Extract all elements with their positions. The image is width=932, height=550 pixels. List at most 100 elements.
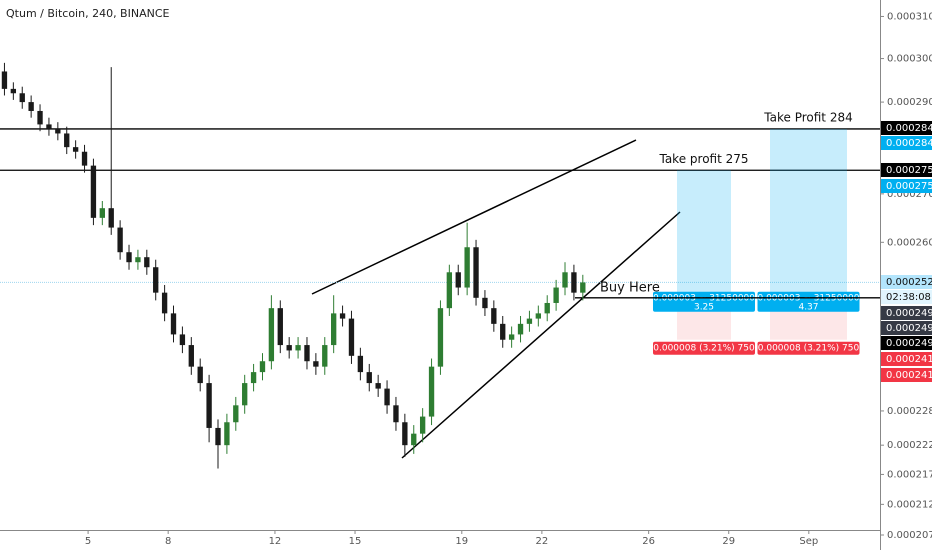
candle-body [339, 313, 346, 319]
candle-body [55, 128, 61, 134]
candle-body [411, 433, 417, 446]
candle-body [517, 323, 524, 335]
stop-label: 0.000008 (3.21%) 750 [653, 344, 755, 354]
stop-label: 0.000008 (3.21%) 750 [758, 344, 860, 354]
price-badge-label: 0.000252 [886, 277, 932, 288]
x-tick-label: 5 [85, 536, 91, 547]
candle-body [562, 272, 568, 288]
y-tick-label: 0.000260 [887, 237, 932, 248]
candle-body [428, 366, 435, 417]
ratio-label: 4.37 [798, 302, 818, 312]
x-tick-label: 8 [165, 536, 171, 547]
y-tick-label: 0.000270 [887, 189, 932, 200]
price-badge [881, 368, 932, 382]
candle-body [446, 272, 453, 309]
y-tick-label: 0.000212 [887, 499, 932, 510]
ratio-label: 3.25 [694, 302, 714, 312]
candle-body [313, 361, 319, 367]
y-tick-label: 0.000222 [887, 440, 932, 451]
buy-label: Buy Here [600, 280, 660, 295]
price-badge [881, 321, 932, 335]
y-tick-label: 0.000228 [887, 406, 932, 417]
candle-body [179, 334, 186, 346]
candle-body [108, 208, 114, 228]
candle-body [500, 323, 506, 340]
target-zone [677, 170, 731, 298]
candle-body [464, 247, 470, 288]
price-badge [881, 352, 932, 366]
price-badge [881, 163, 932, 177]
price-badge [881, 306, 932, 320]
target-zone [770, 128, 847, 298]
candle-body [304, 345, 310, 362]
candle-body [508, 334, 515, 340]
candle-body [188, 345, 194, 367]
candle-body [455, 272, 461, 288]
candle-body [215, 427, 221, 446]
candle-body [384, 388, 390, 406]
candle-body [322, 345, 328, 367]
candle-body [81, 151, 88, 166]
candle-body [170, 313, 177, 335]
y-tick-label: 0.000290 [887, 97, 932, 108]
candle-body [224, 422, 230, 446]
price-badge [881, 121, 932, 135]
candle-body [491, 308, 497, 324]
candle-body [375, 383, 381, 389]
y-tick-label: 0.000217 [887, 469, 932, 480]
candle-body [72, 147, 79, 152]
target-label: Take Profit 284 [763, 110, 852, 124]
price-badge [881, 136, 932, 150]
y-tick-label: 0.000207 [887, 530, 932, 541]
candle-body [331, 313, 337, 346]
candle-body [393, 405, 399, 423]
x-tick-label: Sep [799, 536, 818, 547]
entry-badge [757, 291, 860, 312]
candle-body [277, 308, 283, 346]
candle-body [366, 372, 372, 384]
price-badge-label: 02:38:08 [886, 292, 931, 303]
candle-body [544, 302, 550, 314]
price-badge-label: 0.000249 [886, 308, 932, 319]
candle-body [1, 71, 8, 89]
candle-body [206, 383, 212, 428]
candle-body [553, 287, 559, 303]
candle-body [250, 372, 257, 384]
trend-line [401, 211, 681, 459]
candle-body [286, 345, 292, 351]
candle-body [46, 124, 52, 129]
y-tick-label: 0.000300 [887, 54, 932, 65]
y-tick-label: 0.000310 [887, 11, 932, 22]
candle-body [197, 366, 203, 384]
candle-body [357, 355, 364, 373]
x-tick-label: 19 [455, 536, 468, 547]
trend-line [311, 139, 637, 295]
target-label: Take profit 275 [658, 152, 748, 166]
x-tick-label: 26 [642, 536, 655, 547]
x-tick-label: 15 [349, 536, 362, 547]
stop-badge [653, 341, 755, 355]
entry-badge [653, 291, 755, 312]
candle-body [259, 361, 266, 373]
candle-body [64, 133, 70, 148]
candle-body [535, 313, 541, 319]
candle-body [437, 308, 444, 367]
price-badge [881, 179, 932, 193]
price-badge [881, 336, 932, 350]
candle-body [161, 292, 168, 314]
candle-body [482, 297, 488, 309]
price-badge [881, 275, 932, 289]
candle-body [571, 272, 577, 293]
candle-body [402, 422, 408, 446]
candle-body [580, 282, 586, 293]
price-badge-label: 0.000241 [886, 354, 932, 365]
candle-body [473, 247, 479, 298]
candle-body [28, 102, 34, 111]
stop-badge [757, 341, 860, 355]
candle-body [126, 252, 132, 263]
candle-body [117, 227, 123, 253]
candle-body [233, 405, 239, 423]
candle-body [295, 345, 301, 351]
price-badge [881, 290, 932, 304]
candle-body [19, 93, 25, 103]
